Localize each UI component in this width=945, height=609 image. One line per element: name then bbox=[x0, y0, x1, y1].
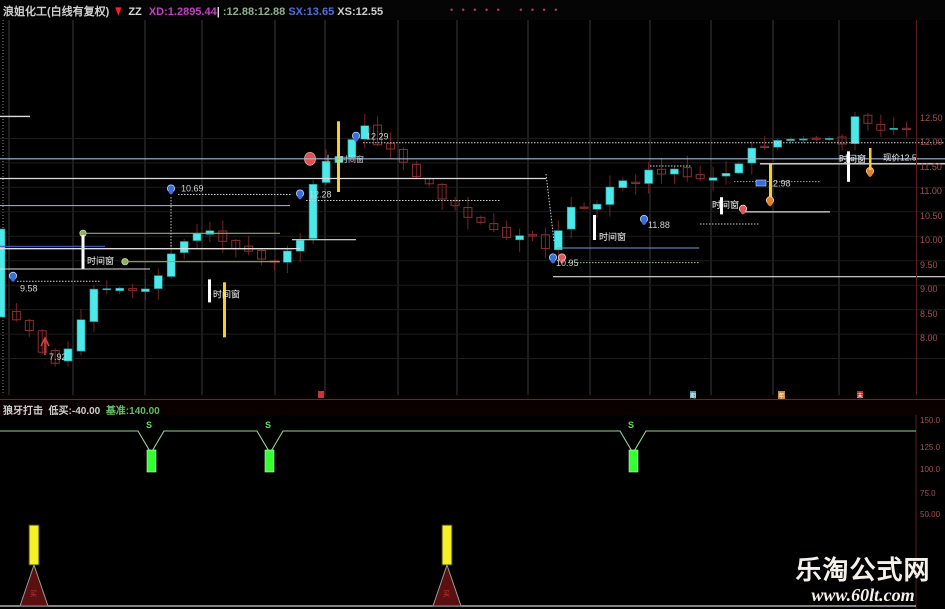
svg-text:S: S bbox=[265, 420, 271, 430]
svg-text:买: 买 bbox=[443, 590, 450, 598]
svg-text:买: 买 bbox=[30, 590, 37, 598]
svg-text:S: S bbox=[628, 420, 634, 430]
svg-text:S: S bbox=[146, 420, 152, 430]
